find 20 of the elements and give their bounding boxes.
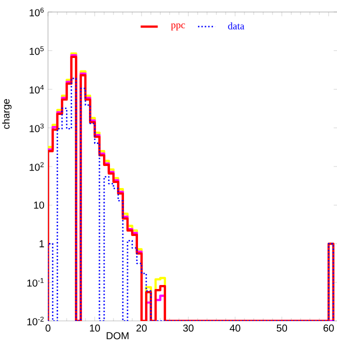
x-tick-label: 50 bbox=[276, 324, 288, 332]
y-axis-title: charge bbox=[2, 99, 12, 129]
y-tick-label: 10$^{6}$ bbox=[30, 8, 44, 16]
y-tick-label: 10$^{3}$ bbox=[30, 124, 44, 132]
legend-label: data bbox=[228, 22, 244, 30]
x-tick-label: 20 bbox=[136, 324, 147, 332]
y-tick-label: 1 bbox=[40, 240, 44, 248]
x-axis-title: DOM bbox=[106, 332, 128, 340]
x-tick-label: 60 bbox=[324, 324, 334, 332]
x-tick-label: 40 bbox=[230, 324, 240, 332]
y-tick-label: 10$^{-2}$ bbox=[27, 316, 44, 326]
x-tick-label: 0 bbox=[46, 324, 50, 332]
y-tick-label: 10$^{4}$ bbox=[30, 84, 44, 94]
y-tick-label: 10$^{5}$ bbox=[30, 46, 44, 55]
y-tick-label: 10$^{2}$ bbox=[30, 162, 44, 171]
x-tick-label: 10 bbox=[90, 324, 100, 332]
y-tick-label: 10$^{-1}$ bbox=[27, 278, 44, 287]
y-tick-label: 10 bbox=[34, 202, 44, 209]
legend-label: ppc bbox=[171, 23, 185, 30]
x-tick-label: 30 bbox=[183, 324, 194, 332]
